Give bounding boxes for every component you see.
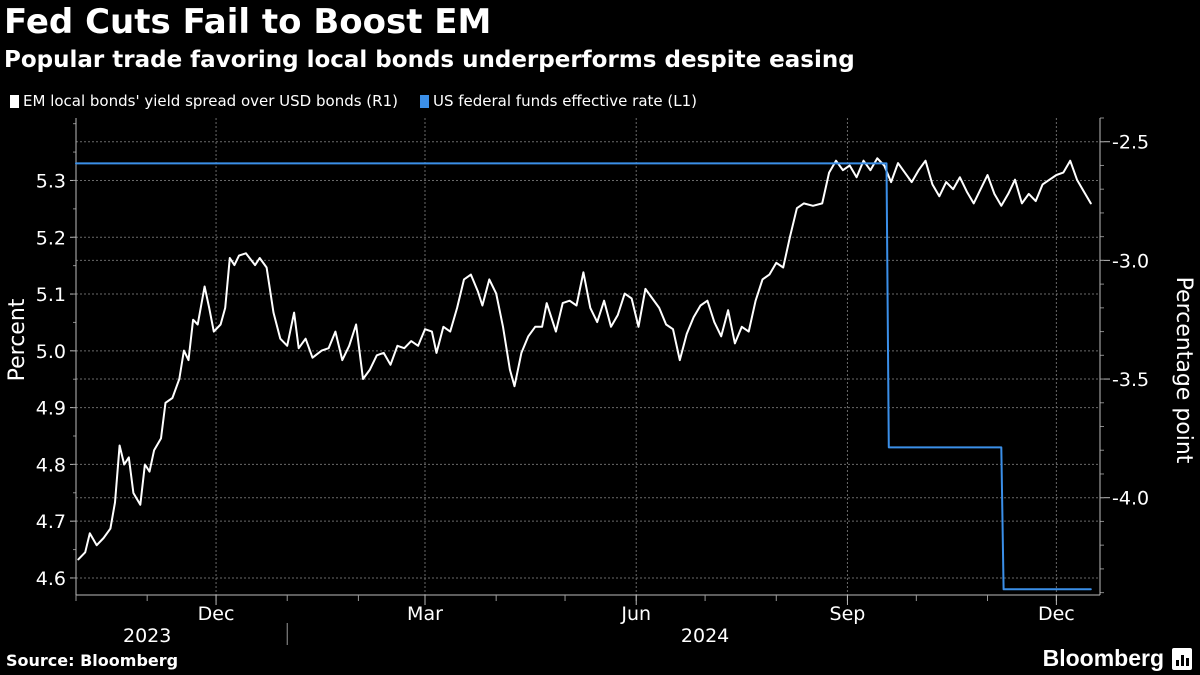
x-tick-label-3: Sep: [830, 603, 866, 625]
left-tick-label-0: 4.6: [36, 568, 66, 590]
left-tick-label-4: 5.0: [36, 341, 66, 363]
x-year-label-0: 2023: [123, 625, 171, 647]
chart-subtitle: Popular trade favoring local bonds under…: [4, 47, 855, 73]
right-tick-label-0: -2.5: [1112, 132, 1149, 154]
legend-label-fed-funds: US federal funds effective rate (L1): [432, 92, 698, 110]
series-line-em-spread: [77, 157, 1092, 561]
left-tick-label-3: 4.9: [36, 398, 66, 420]
x-year-label-1: 2024: [681, 625, 729, 647]
right-tick-label-1: -3.0: [1112, 250, 1149, 272]
x-tick-label-1: Mar: [407, 603, 443, 625]
left-tick-label-2: 4.8: [36, 454, 66, 476]
left-tick-label-6: 5.2: [36, 227, 66, 249]
legend-item-em-spread: EM local bonds' yield spread over USD bo…: [10, 90, 398, 112]
source-note: Source: Bloomberg: [6, 651, 179, 670]
series-line-fed-funds: [75, 162, 1092, 591]
series-layer: [75, 157, 1092, 591]
grid-lines: [76, 118, 1100, 595]
x-tick-label-2: Jun: [620, 603, 651, 625]
right-axis-title: Percentage point: [1171, 277, 1196, 464]
left-tick-label-7: 5.3: [36, 170, 66, 192]
legend-label-em-spread: EM local bonds' yield spread over USD bo…: [23, 92, 398, 110]
x-tick-label-4: Dec: [1038, 603, 1075, 625]
right-tick-label-3: -4.0: [1112, 488, 1149, 510]
bloomberg-chart-icon: [1172, 648, 1192, 670]
left-tick-label-5: 5.1: [36, 284, 66, 306]
x-tick-label-0: Dec: [198, 603, 235, 625]
left-axis-title: Percent: [5, 298, 30, 381]
axes: 4.6 4.7 4.8 4.9 5.0 5.1 5.2 5.3 -2.5 -3.0 -3.5 -4.0…: [36, 117, 1149, 647]
legend-item-fed-funds: US federal funds effective rate (L1): [419, 90, 698, 112]
right-tick-label-2: -3.5: [1112, 369, 1149, 391]
chart-title: Fed Cuts Fail to Boost EM: [4, 2, 492, 42]
left-tick-label-1: 4.7: [36, 511, 66, 533]
legend-swatch-em-spread: [10, 94, 19, 108]
legend-swatch-fed-funds: [419, 94, 429, 108]
legend: EM local bonds' yield spread over USD bo…: [10, 90, 719, 112]
brand-logo: Bloomberg: [1042, 645, 1164, 671]
